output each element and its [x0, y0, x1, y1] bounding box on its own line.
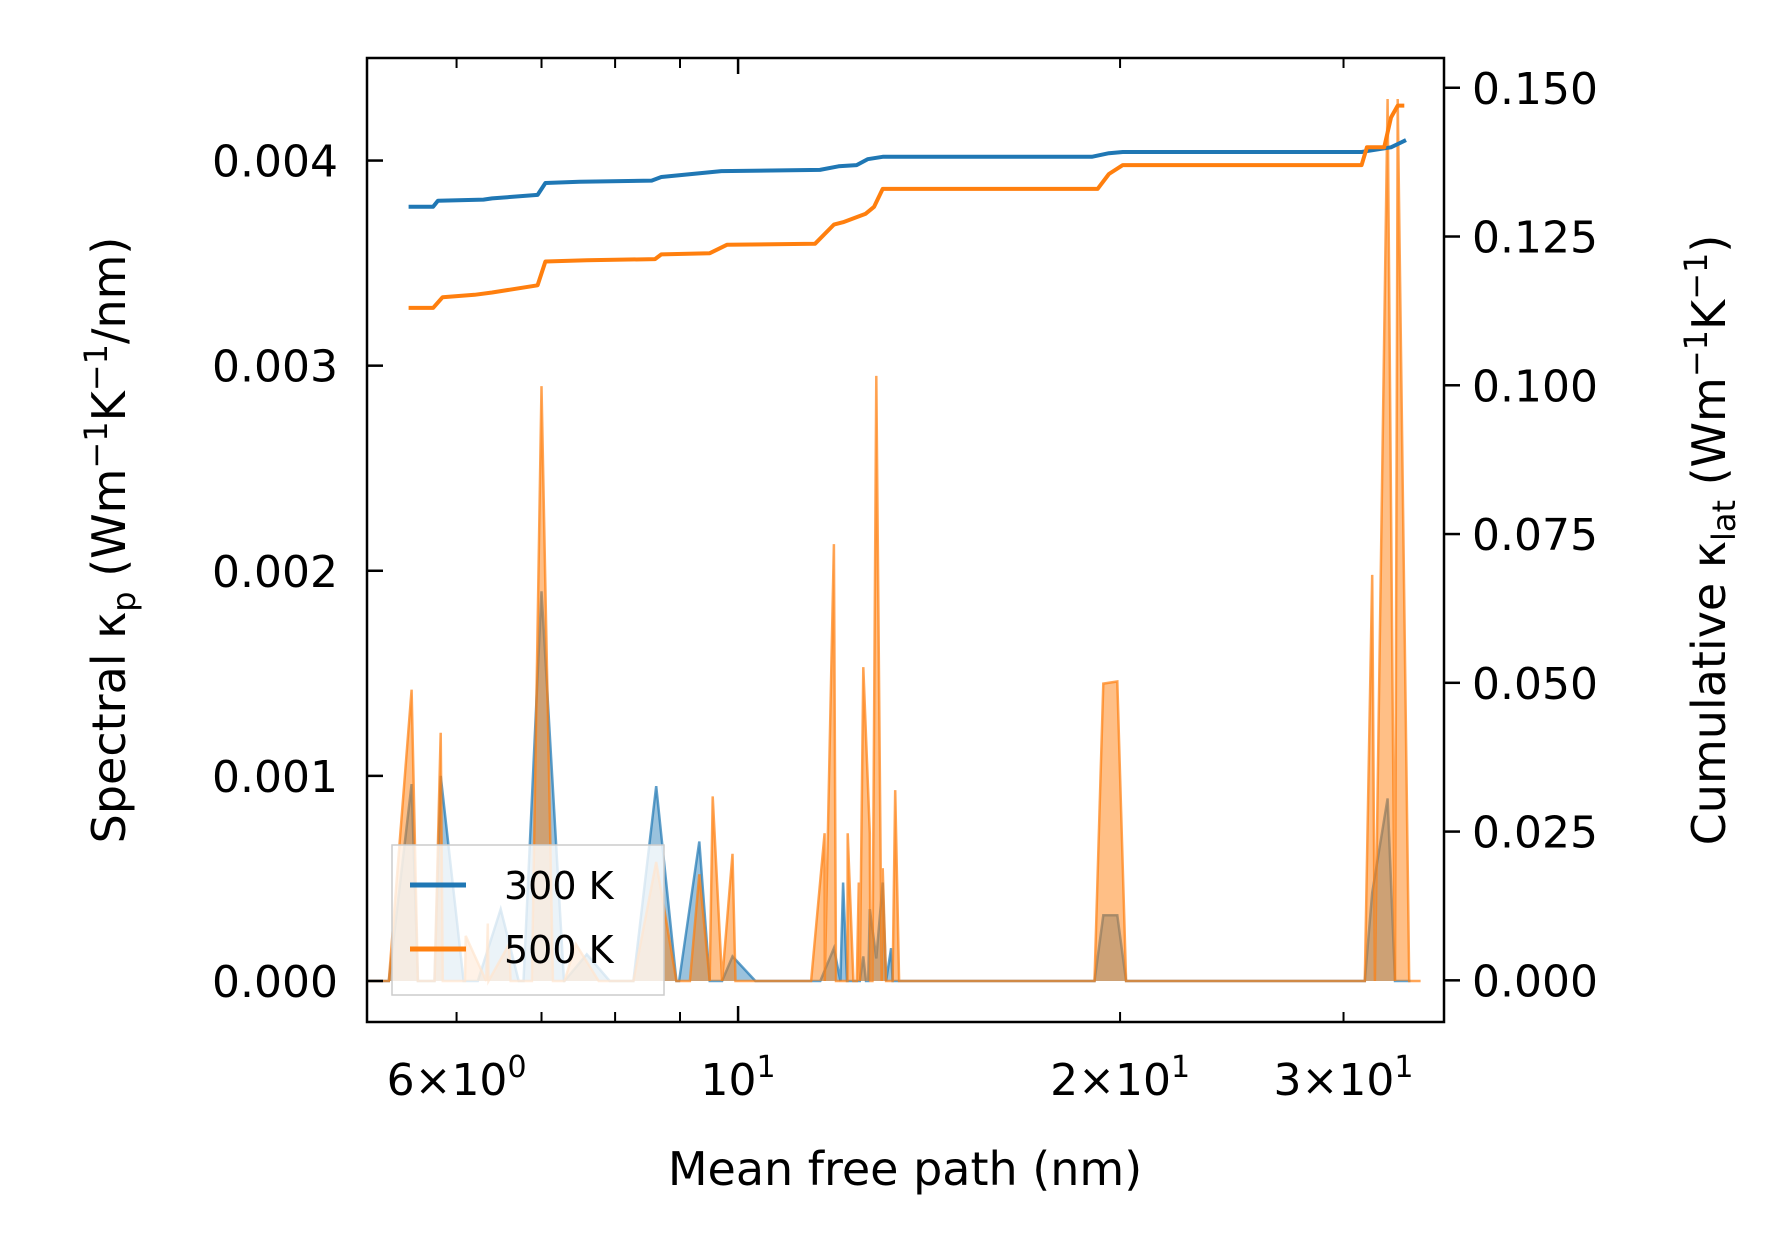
left-y-title-sub: p — [105, 591, 143, 611]
legend-label-500k: 500 K — [504, 928, 615, 972]
right-y-title-sub: lat — [1705, 500, 1743, 541]
left-y-title-sup1: −1 — [77, 421, 115, 468]
right-y-tick-label: 0.000 — [1472, 956, 1598, 1007]
left-y-axis-title: Spectral κp (Wm−1K−1/nm) — [77, 237, 143, 844]
x-axis-title: Mean free path (nm) — [668, 1142, 1142, 1196]
right-y-title-sup2: −1 — [1677, 253, 1715, 300]
left-y-tick-label: 0.002 — [212, 547, 338, 598]
labels-layer: 0.000 0.001 0.002 0.003 0.004 0.000 0.025 0.050… — [212, 64, 1598, 1106]
right-y-tick-label: 0.050 — [1472, 659, 1598, 710]
left-y-tick-label: 0.000 — [212, 957, 338, 1008]
right-y-tick-label: 0.025 — [1472, 808, 1598, 859]
legend-label-300k: 300 K — [504, 864, 615, 908]
right-y-tick-label: 0.100 — [1472, 361, 1598, 412]
right-y-title-post: ) — [1682, 235, 1736, 253]
plot-frame — [365, 56, 1446, 1024]
right-y-title-sup1: −1 — [1677, 330, 1715, 377]
x-tick-label: 101 — [701, 1050, 776, 1106]
legend-box — [391, 844, 665, 996]
ticks-layer — [367, 58, 1460, 1022]
left-y-title-pre: Spectral κ — [82, 612, 136, 844]
cumulative-line-500k — [408, 103, 1405, 310]
x-tick-label: 6×100 — [387, 1050, 527, 1106]
left-y-title-mid2: K — [82, 389, 136, 421]
x-tick-label: 3×101 — [1274, 1050, 1414, 1106]
left-y-title-mid1: (Wm — [82, 469, 136, 592]
left-y-tick-label: 0.001 — [212, 752, 338, 803]
cumulative-layer — [408, 103, 1407, 310]
left-y-title-sup2: −1 — [77, 344, 115, 391]
right-y-title-mid1: (Wm — [1682, 377, 1736, 500]
left-y-tick-label: 0.004 — [212, 137, 338, 188]
right-y-tick-label: 0.125 — [1472, 213, 1598, 264]
legend: 300 K 500 K — [391, 844, 665, 996]
right-y-tick-label: 0.075 — [1472, 510, 1598, 561]
right-y-title-pre: Cumulative κ — [1682, 541, 1736, 845]
left-y-tick-label: 0.003 — [212, 342, 338, 393]
x-tick-label: 2×101 — [1050, 1050, 1190, 1106]
left-y-title-post: /nm) — [82, 237, 136, 344]
right-y-axis-title: Cumulative κlat (Wm−1K−1) — [1677, 235, 1743, 846]
right-y-title-mid2: K — [1682, 298, 1736, 330]
right-y-tick-label: 0.150 — [1472, 64, 1598, 115]
cumulative-line-300k — [408, 138, 1407, 209]
